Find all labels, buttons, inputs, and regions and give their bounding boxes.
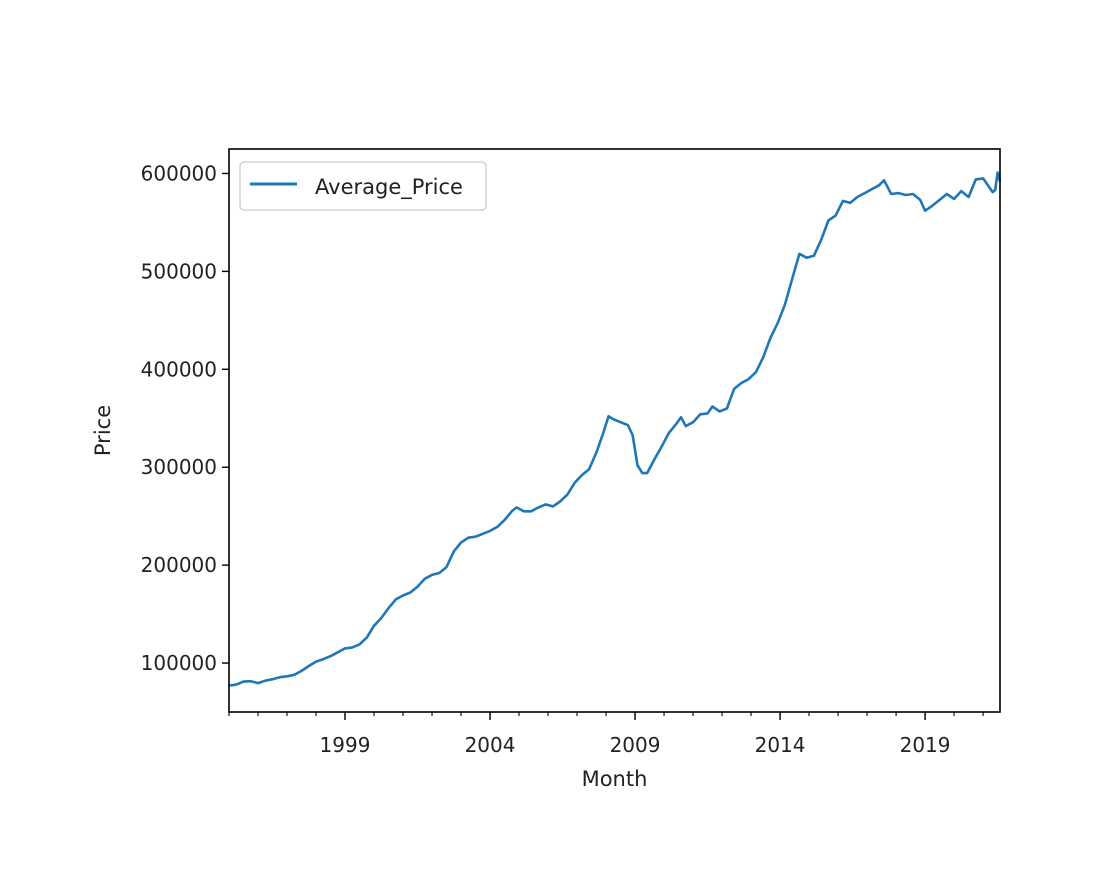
legend-box	[239, 161, 487, 211]
y-tick-label: 100000	[141, 651, 217, 675]
y-axis-ticks: 100000 200000 300000 400000 500000 600000	[141, 161, 229, 675]
legend: Average_Price	[239, 161, 487, 211]
y-tick-label: 200000	[141, 553, 217, 577]
x-tick-label: 2014	[755, 733, 806, 757]
x-axis-ticks: 1999 2004 2009 2014 2019	[320, 712, 951, 757]
x-tick-label: 2009	[610, 733, 661, 757]
x-tick-label: 2004	[465, 733, 516, 757]
series-layer	[228, 171, 1002, 687]
y-tick-label: 600000	[141, 161, 217, 185]
y-tick-label: 400000	[141, 357, 217, 381]
legend-label-average-price: Average_Price	[315, 175, 463, 200]
x-tick-label: 2019	[900, 733, 951, 757]
series-line-average-price	[228, 171, 1002, 687]
y-tick-label: 300000	[141, 455, 217, 479]
y-tick-label: 500000	[141, 259, 217, 283]
x-tick-label: 1999	[320, 733, 371, 757]
x-axis-label: Month	[582, 767, 648, 791]
y-axis-label: Price	[91, 405, 115, 456]
plot-area-frame	[228, 148, 1001, 713]
